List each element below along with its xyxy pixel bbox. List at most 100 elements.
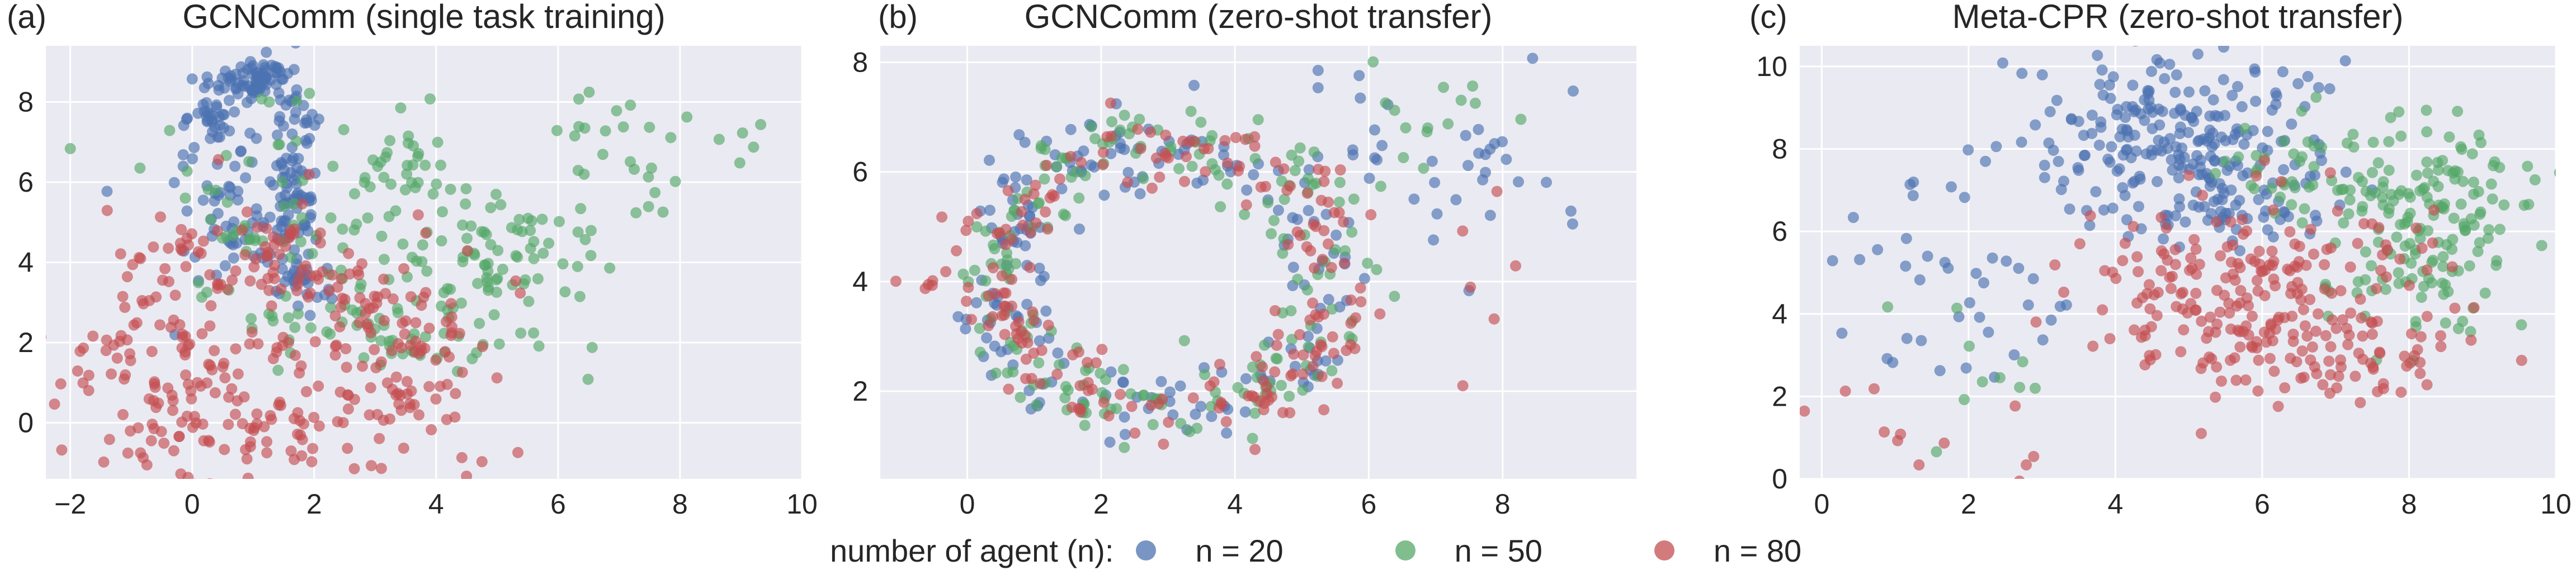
scatter-point: [164, 481, 175, 492]
scatter-point: [2036, 69, 2048, 80]
scatter-point: [390, 205, 402, 217]
scatter-point: [1243, 390, 1254, 402]
scatter-point: [2096, 64, 2108, 76]
scatter-point: [392, 307, 404, 319]
scatter-point: [168, 445, 180, 457]
scatter-point: [1082, 384, 1094, 396]
scatter-point: [2344, 194, 2356, 206]
scatter-point: [2158, 248, 2170, 260]
scatter-point: [2491, 255, 2503, 267]
scatter-point: [2304, 294, 2316, 305]
scatter-point: [250, 253, 262, 265]
scatter-point: [1078, 145, 1089, 157]
scatter-point: [2112, 103, 2124, 115]
scatter-point: [1297, 384, 1309, 396]
y-tick-label: 0: [1772, 463, 1787, 495]
scatter-point: [273, 249, 285, 260]
scatter-point: [1106, 116, 1117, 127]
scatter-point: [222, 283, 233, 295]
y-tick-label: 0: [18, 407, 34, 439]
scatter-point: [1082, 357, 1093, 368]
scatter-point: [1284, 391, 1295, 402]
scatter-point: [491, 287, 502, 298]
scatter-point: [266, 300, 277, 312]
scatter-point: [263, 284, 275, 296]
scatter-point: [2270, 280, 2281, 292]
scatter-point: [1214, 359, 1225, 370]
scatter-point: [1259, 180, 1271, 192]
scatter-point: [2173, 193, 2185, 205]
scatter-point: [329, 349, 341, 361]
scatter-point: [2419, 182, 2431, 193]
scatter-point: [2164, 272, 2176, 283]
scatter-point: [226, 383, 238, 395]
scatter-point: [1338, 258, 1350, 269]
scatter-point: [2143, 279, 2155, 291]
scatter-point: [1134, 113, 1145, 125]
scatter-point: [523, 296, 535, 307]
scatter-point: [207, 478, 213, 479]
scatter-point: [1418, 163, 1429, 174]
scatter-point: [643, 201, 654, 212]
scatter-point: [2087, 340, 2099, 352]
x-tick-label: 4: [428, 488, 444, 520]
scatter-point: [1272, 329, 1284, 340]
scatter-point: [2251, 170, 2262, 182]
scatter-point: [629, 163, 640, 175]
scatter-point: [1065, 124, 1077, 135]
scatter-point: [144, 294, 155, 306]
scatter-point: [1147, 182, 1158, 194]
scatter-point: [2291, 288, 2303, 300]
scatter-point: [2179, 216, 2191, 228]
scatter-point: [2466, 148, 2478, 160]
scatter-point: [1916, 335, 1927, 346]
scatter-point: [516, 226, 528, 238]
scatter-point: [1510, 260, 1521, 272]
scatter-point: [461, 471, 473, 479]
scatter-point: [1157, 393, 1168, 405]
scatter-point: [182, 378, 194, 390]
scatter-point: [244, 338, 256, 350]
scatter-point: [1334, 177, 1346, 188]
scatter-point: [485, 202, 497, 213]
scatter-point: [2131, 251, 2143, 263]
scatter-point: [288, 228, 300, 240]
scatter-point: [1322, 238, 1334, 250]
scatter-point: [166, 517, 177, 528]
scatter-point: [2272, 401, 2284, 412]
scatter-point: [337, 224, 348, 235]
scatter-point: [412, 209, 424, 221]
scatter-point: [2212, 193, 2224, 205]
scatter-point: [1042, 320, 1054, 331]
scatter-point: [111, 352, 123, 364]
scatter-point: [239, 249, 251, 260]
scatter-point: [214, 131, 225, 143]
scatter-point: [1900, 232, 1912, 244]
scatter-point: [2130, 104, 2141, 116]
scatter-point: [1900, 260, 1912, 272]
scatter-point: [2426, 277, 2438, 288]
scatter-point: [2170, 210, 2182, 222]
scatter-point: [1951, 302, 1962, 314]
scatter-point: [1744, 209, 1755, 220]
scatter-point: [242, 472, 254, 479]
scatter-point: [2494, 224, 2506, 235]
scatter-point: [2366, 329, 2378, 340]
scatter-point: [2308, 248, 2319, 260]
scatter-point: [445, 298, 457, 310]
scatter-point: [294, 415, 306, 426]
scatter-point: [1219, 135, 1231, 146]
scatter-point: [755, 118, 767, 130]
scatter-point: [2345, 307, 2357, 319]
scatter-point: [1187, 392, 1199, 404]
scatter-point: [2377, 383, 2389, 395]
scatter-point: [2143, 94, 2155, 106]
scatter-point: [1328, 207, 1340, 218]
scatter-point: [960, 323, 971, 335]
scatter-point: [2245, 253, 2257, 265]
scatter-point: [265, 410, 276, 421]
scatter-point: [128, 319, 140, 331]
scatter-point: [557, 258, 569, 270]
scatter-point: [2303, 181, 2315, 193]
scatter-point: [1491, 186, 1503, 197]
